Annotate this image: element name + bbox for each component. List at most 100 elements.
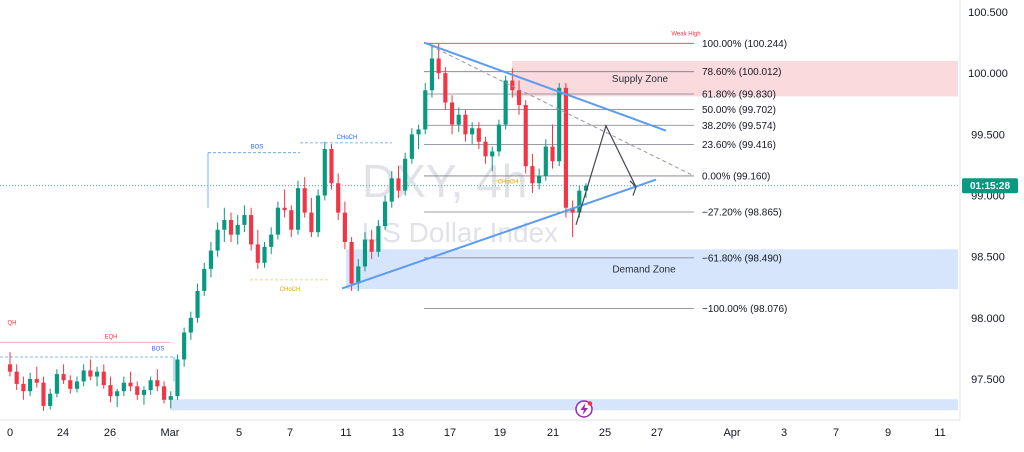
candle-body: [510, 80, 515, 91]
price-tick-label: 98.500: [971, 252, 1005, 264]
fib-label: 100.00% (100.244): [702, 39, 787, 50]
fib-label: −61.80% (98.490): [702, 253, 782, 264]
candle-body: [275, 207, 280, 235]
candle-body: [235, 224, 240, 235]
candle-body: [476, 128, 481, 142]
time-tick-label: 21: [547, 427, 559, 439]
candle-body: [128, 382, 133, 387]
candle-body: [34, 379, 39, 383]
time-tick-label: 3: [781, 427, 787, 439]
candle-body: [503, 80, 508, 125]
candle-body: [583, 185, 589, 191]
candle-body: [282, 207, 287, 211]
fib-label: 61.80% (99.830): [702, 89, 776, 100]
candle-body: [228, 219, 234, 235]
candle-body: [21, 383, 26, 392]
annotation-label: Weak High: [671, 31, 700, 37]
candle-body: [182, 332, 187, 360]
candle-body: [175, 359, 180, 397]
candle-body: [403, 158, 408, 191]
candle-body: [14, 371, 19, 384]
zones-layer: Supply Zone Demand Zone: [170, 60, 958, 411]
price-tick-label: 98.000: [971, 313, 1005, 325]
candle-body: [423, 90, 428, 130]
candle-body: [356, 266, 361, 284]
time-tick-label: 25: [599, 427, 611, 439]
projection-arrowhead: [629, 180, 637, 196]
candle-body: [262, 246, 267, 263]
price-tick-label: 100.500: [968, 7, 1008, 19]
time-tick-label: 7: [833, 427, 839, 439]
annotation-label: CHoCH: [280, 287, 301, 293]
annotation-label: CHoCH: [337, 135, 358, 141]
candle-body: [396, 178, 401, 191]
candle-body: [108, 385, 113, 397]
candle-body: [242, 215, 247, 225]
candle-body: [523, 104, 528, 167]
candle-body: [269, 234, 274, 247]
lightning-alert-icon[interactable]: [575, 400, 593, 418]
candle-body: [302, 188, 307, 213]
candle-body: [557, 87, 562, 162]
candle-body: [28, 379, 33, 392]
fibonacci-layer: 100.00% (100.244) 78.60% (100.012) 61.80% …: [424, 39, 787, 315]
time-tick-label: 27: [651, 427, 663, 439]
countdown-label: 01:15:28: [970, 181, 1010, 192]
price-tick-label: 99.500: [971, 129, 1005, 141]
candle-body: [316, 195, 321, 233]
candle-body: [222, 219, 227, 230]
candle-body: [7, 364, 13, 372]
fib-label: 38.20% (99.574): [702, 121, 776, 132]
candle-body: [516, 90, 522, 105]
candle-body: [88, 370, 93, 377]
candle-body: [349, 241, 354, 284]
annotation-label: BOS: [251, 145, 264, 151]
candle-body: [409, 134, 414, 159]
time-tick-label: 11: [340, 427, 351, 439]
candle-body: [135, 386, 140, 395]
candle-body: [443, 73, 448, 103]
fib-label: 0.00% (99.160): [702, 171, 770, 182]
candle-body: [289, 210, 294, 230]
candle-body: [563, 87, 568, 208]
candle-body: [429, 58, 435, 91]
candle-body: [376, 226, 381, 252]
candle-body: [309, 212, 314, 233]
candle-body: [543, 146, 548, 176]
candle-body: [94, 371, 100, 377]
candle-body: [101, 371, 106, 386]
candle-body: [322, 149, 327, 196]
annotation-label: QH: [8, 320, 17, 326]
current-price-tag: 01:15:28: [962, 178, 1018, 194]
candle-body: [215, 229, 220, 251]
zone-rect: [346, 249, 958, 290]
watermark-symbol: DXY, 4h: [362, 155, 527, 207]
fib-label: −27.20% (98.865): [702, 208, 782, 219]
candle-body: [362, 239, 368, 267]
projection-path: [575, 124, 637, 226]
candle-body: [483, 141, 488, 157]
time-tick-label: 17: [444, 427, 456, 439]
candle-body: [74, 381, 80, 389]
zone-label: Supply Zone: [612, 74, 669, 85]
candle-body: [249, 215, 254, 245]
zone-label: Demand Zone: [612, 265, 676, 276]
price-tick-label: 100.000: [968, 68, 1008, 80]
candle-body: [255, 244, 260, 263]
fib-label: 23.60% (99.416): [702, 140, 776, 151]
candle-body: [342, 212, 347, 242]
drawings-layer: [0, 41, 960, 382]
time-tick-label: Mar: [161, 427, 180, 439]
price-axis[interactable]: 100.500 100.000 99.500 99.000 98.500 98.000 97…: [968, 7, 1008, 386]
candle-body: [168, 396, 173, 400]
candle-body: [195, 290, 200, 318]
time-axis[interactable]: 0 24 26 Mar 5 7 11 13 17 19 21 25 27 Apr 3 7 9 11: [7, 427, 946, 439]
time-tick-label: 24: [57, 427, 69, 439]
support-trendline: [341, 178, 657, 290]
candle-body: [470, 128, 475, 135]
candles-layer: [7, 43, 589, 411]
candle-body: [382, 201, 388, 227]
time-tick-label: 11: [934, 427, 945, 439]
watermark-name: US Dollar Index: [362, 217, 558, 248]
